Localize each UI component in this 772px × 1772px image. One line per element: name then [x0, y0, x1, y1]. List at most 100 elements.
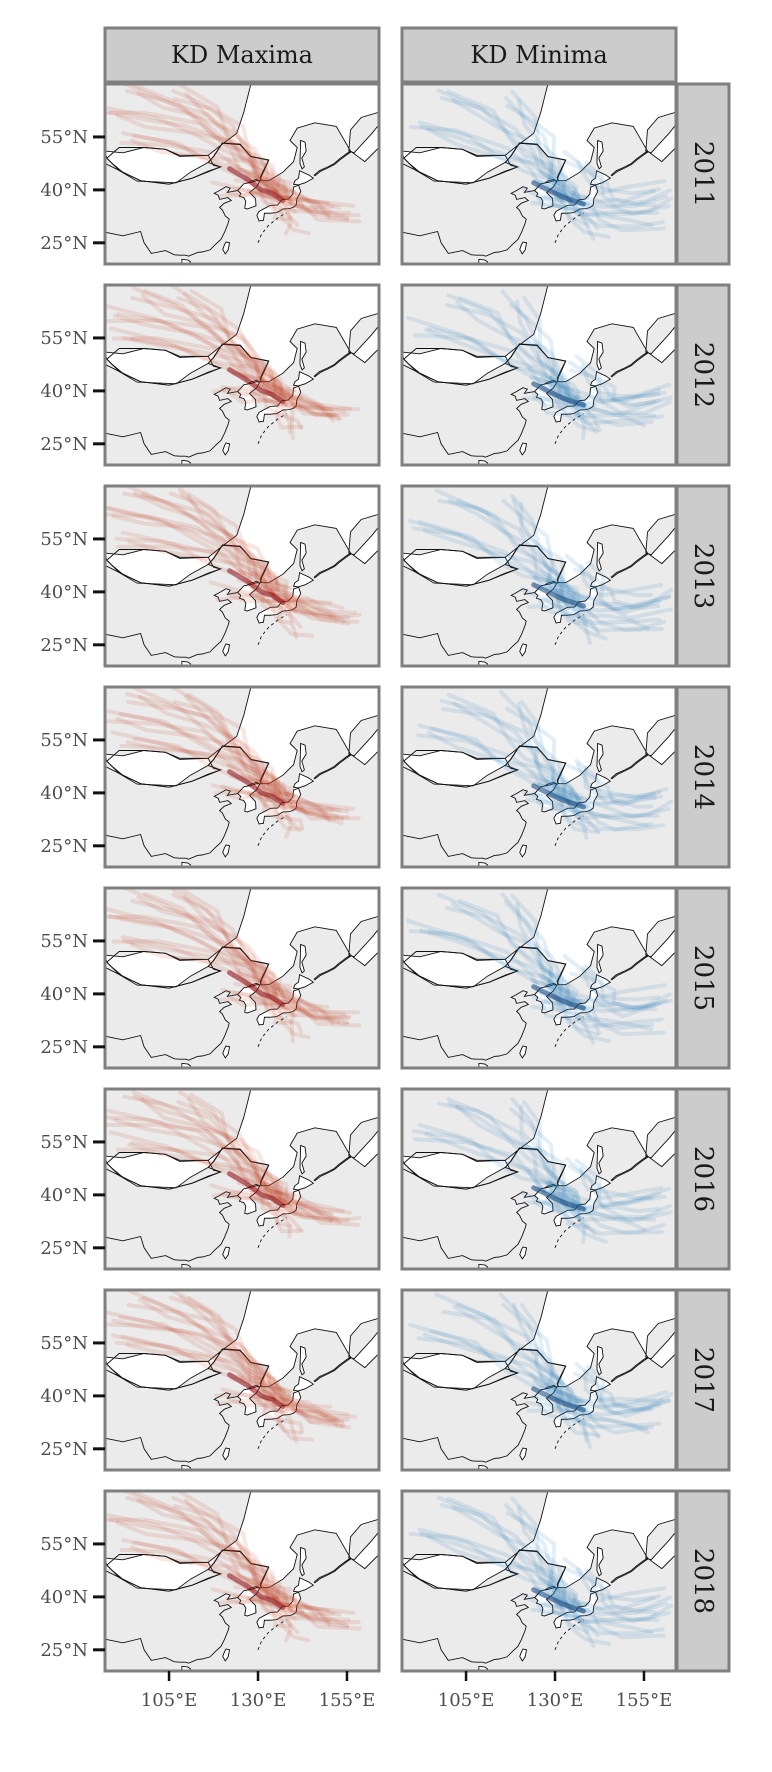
coastline	[105, 84, 379, 184]
x-tick-label: 155°E	[319, 1690, 376, 1711]
trajectory	[583, 766, 657, 800]
trajectory	[136, 1498, 319, 1618]
trajectory-density-core	[531, 582, 586, 609]
y-tick-label: 40°N	[40, 1185, 88, 1206]
dashed-boundary	[554, 1016, 584, 1047]
trajectory	[500, 892, 572, 1008]
trajectory	[541, 597, 608, 641]
trajectory	[501, 1302, 586, 1405]
latitude-axes: 55°N40°N25°N 55°N40°N25°N 55°N40°N25°N 55°N…	[40, 127, 105, 1661]
trajectory	[140, 293, 325, 413]
trajectory	[434, 1292, 571, 1414]
trajectory-density-core	[227, 568, 286, 605]
island-outline	[553, 787, 599, 825]
coastline	[105, 888, 379, 988]
trajectory	[119, 743, 305, 810]
trajectory	[568, 360, 662, 403]
y-tick-label: 40°N	[40, 180, 88, 201]
coastline	[610, 954, 649, 981]
trajectory	[116, 312, 286, 395]
trajectory	[564, 554, 664, 598]
panel-frame	[103, 1288, 381, 1472]
x-tick-label: 130°E	[230, 1690, 287, 1711]
trajectory	[168, 687, 278, 798]
y-axis-2011: 55°N 40°N 25°N	[40, 127, 105, 254]
trajectory	[538, 169, 669, 209]
trajectory	[260, 592, 303, 629]
coastline	[313, 150, 352, 177]
trajectory	[105, 906, 278, 995]
trajectory	[437, 498, 582, 603]
dashed-boundary	[554, 1619, 584, 1650]
y-axis-2018: 55°N 40°N 25°N	[40, 1534, 105, 1661]
trajectory	[522, 1200, 587, 1245]
trajectory	[540, 1002, 602, 1036]
trajectory	[140, 1097, 325, 1217]
y-tick-label: 40°N	[40, 381, 88, 402]
trajectory	[105, 1115, 289, 1192]
trajectory	[574, 1361, 669, 1408]
trajectory	[211, 385, 339, 417]
trajectory-density-core	[227, 1372, 286, 1409]
island-outline	[553, 586, 599, 624]
row-strip-bg	[675, 1288, 731, 1472]
trajectory-density-core	[531, 1386, 586, 1413]
trajectory	[111, 730, 289, 807]
island-outline	[519, 643, 527, 657]
trajectory	[510, 1097, 576, 1211]
trajectory	[422, 528, 561, 604]
trajectory	[458, 296, 592, 416]
trajectory	[111, 1333, 289, 1410]
trajectory	[573, 567, 671, 608]
trajectory	[182, 895, 275, 1001]
trajectory	[519, 587, 589, 627]
trajectory	[210, 1587, 342, 1617]
map-panel-minima-2016	[400, 1087, 678, 1271]
trajectory	[236, 1181, 360, 1227]
trajectory	[501, 498, 586, 601]
panel-content	[402, 1089, 676, 1269]
coastline	[402, 343, 567, 458]
coastline	[402, 1290, 676, 1390]
trajectory	[249, 388, 292, 435]
island-outline	[237, 582, 261, 612]
coastline	[610, 552, 649, 579]
trajectory	[586, 560, 673, 612]
trajectory	[247, 774, 361, 821]
y-axis-2015: 55°N 40°N 25°N	[40, 931, 105, 1058]
trajectory	[498, 689, 575, 808]
trajectory	[168, 491, 292, 590]
trajectory	[121, 1491, 330, 1612]
island-outline	[590, 773, 611, 789]
y-tick-label: 55°N	[40, 328, 88, 349]
trajectory	[106, 709, 281, 795]
trajectory	[111, 514, 275, 596]
trajectory	[233, 982, 362, 1028]
coastline	[610, 1356, 649, 1383]
coastline	[313, 1557, 352, 1584]
trajectory	[547, 1394, 649, 1431]
trajectory	[532, 1379, 662, 1418]
trajectory	[112, 1117, 287, 1203]
row-strip-label: 2012	[688, 342, 718, 408]
dashed-boundary	[257, 1418, 287, 1449]
row-strip-2017: 2017	[675, 1288, 731, 1472]
map-panel-minima-2012	[400, 283, 678, 467]
panel-frame	[103, 1087, 381, 1271]
trajectory	[583, 1369, 657, 1403]
coastline	[402, 142, 567, 257]
trajectory	[529, 769, 664, 806]
trajectory	[565, 763, 661, 807]
trajectory	[168, 285, 278, 395]
trajectory	[439, 96, 583, 203]
trajectory	[427, 326, 580, 401]
dashed-boundary	[257, 1217, 287, 1248]
y-tick-label: 40°N	[40, 1587, 88, 1608]
trajectory	[137, 1297, 328, 1419]
coastline	[105, 285, 379, 385]
coastline	[105, 486, 379, 586]
trajectory	[408, 518, 571, 594]
trajectory	[115, 1520, 287, 1607]
trajectory	[112, 313, 287, 399]
island-outline	[222, 643, 230, 657]
